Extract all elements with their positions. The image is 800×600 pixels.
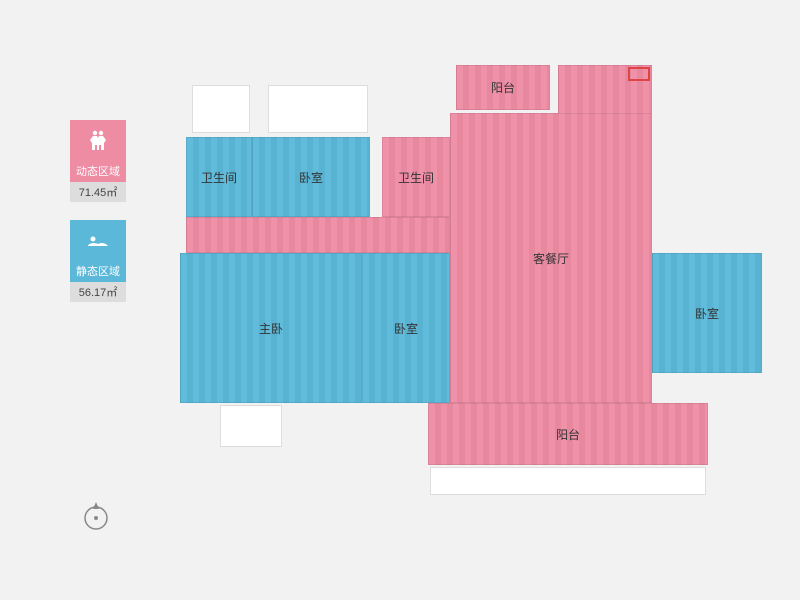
room-label: 卫生间 bbox=[398, 169, 434, 186]
sleep-icon bbox=[70, 220, 126, 260]
room-阳台2: 阳台 bbox=[428, 403, 708, 465]
legend-static: 静态区域 56.17㎡ bbox=[70, 220, 126, 302]
legend: 动态区域 71.45㎡ 静态区域 56.17㎡ bbox=[70, 120, 126, 320]
room-卫生间1: 卫生间 bbox=[186, 137, 252, 217]
room-卫生间2: 卫生间 bbox=[382, 137, 450, 217]
room-label: 客餐厅 bbox=[533, 250, 569, 267]
room-label: 卧室 bbox=[695, 305, 719, 322]
compass-icon bbox=[80, 500, 112, 532]
room-卧室1: 卧室 bbox=[252, 137, 370, 217]
legend-dynamic-label: 动态区域 bbox=[70, 160, 126, 182]
red-marker bbox=[628, 67, 650, 81]
room-卧室2: 卧室 bbox=[362, 253, 450, 403]
room-客餐厅: 客餐厅 bbox=[450, 113, 652, 403]
room-主卧: 主卧 bbox=[180, 253, 362, 403]
legend-static-label: 静态区域 bbox=[70, 260, 126, 282]
room-阳台: 阳台 bbox=[456, 65, 550, 110]
balcony-rail bbox=[268, 85, 368, 133]
room-label: 阳台 bbox=[556, 426, 580, 443]
legend-dynamic: 动态区域 71.45㎡ bbox=[70, 120, 126, 202]
room-label: 卫生间 bbox=[201, 169, 237, 186]
room-卧室3: 卧室 bbox=[652, 253, 762, 373]
balcony-rail bbox=[220, 405, 282, 447]
balcony-rail bbox=[192, 85, 250, 133]
room-label: 卧室 bbox=[394, 320, 418, 337]
legend-static-value: 56.17㎡ bbox=[70, 282, 126, 302]
legend-dynamic-value: 71.45㎡ bbox=[70, 182, 126, 202]
people-icon bbox=[70, 120, 126, 160]
room-label: 主卧 bbox=[259, 320, 283, 337]
room-label: 卧室 bbox=[299, 169, 323, 186]
floorplan: 阳台厨房卫生间卧室卫生间客餐厅主卧卧室卧室阳台 bbox=[180, 65, 770, 515]
room-走廊 bbox=[186, 217, 450, 253]
room-label: 阳台 bbox=[491, 79, 515, 96]
balcony-rail bbox=[430, 467, 706, 495]
